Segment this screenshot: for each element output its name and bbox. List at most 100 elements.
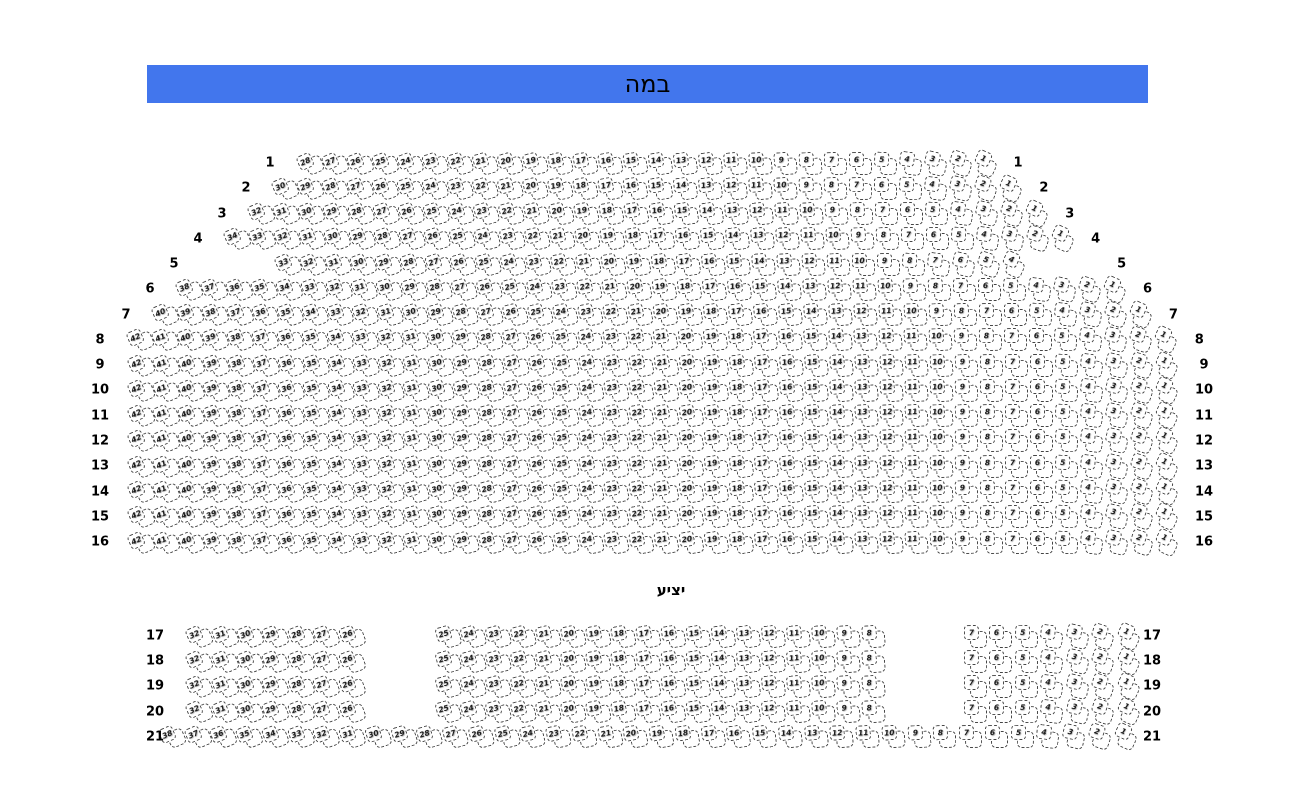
seat[interactable]: 14: [777, 724, 803, 749]
seat[interactable]: 15: [751, 277, 778, 303]
seat[interactable]: 39: [200, 325, 231, 355]
seat[interactable]: 22: [627, 453, 655, 480]
seat[interactable]: 3: [1102, 376, 1130, 405]
seat[interactable]: 31: [271, 198, 302, 228]
seat[interactable]: 16: [778, 479, 804, 505]
seat[interactable]: 13: [735, 699, 761, 725]
seat[interactable]: 21: [574, 250, 603, 277]
seat[interactable]: 14: [672, 175, 699, 201]
seat[interactable]: 10: [877, 277, 902, 302]
seat[interactable]: 8: [979, 328, 1003, 352]
seat[interactable]: 35: [301, 350, 331, 379]
seat[interactable]: 8: [953, 303, 977, 327]
seat[interactable]: 37: [251, 376, 281, 406]
seat[interactable]: 13: [671, 150, 699, 176]
seat[interactable]: 38: [200, 300, 231, 330]
seat[interactable]: 11: [903, 505, 929, 529]
seat[interactable]: 41: [150, 426, 182, 456]
seat[interactable]: 9: [906, 725, 932, 749]
seat[interactable]: 1: [1113, 646, 1143, 677]
seat[interactable]: 38: [174, 274, 205, 304]
seat[interactable]: 36: [250, 300, 280, 330]
seat[interactable]: 7: [978, 303, 1002, 327]
seat[interactable]: 41: [150, 375, 182, 405]
seat[interactable]: 20: [677, 352, 705, 379]
seat[interactable]: 39: [201, 426, 231, 456]
seat[interactable]: 23: [483, 697, 513, 725]
seat[interactable]: 6: [1029, 454, 1053, 478]
seat[interactable]: 8: [979, 530, 1003, 554]
seat[interactable]: 37: [251, 477, 281, 507]
seat[interactable]: 2: [1126, 527, 1155, 557]
seat[interactable]: 26: [337, 672, 367, 701]
seat[interactable]: 16: [659, 623, 687, 650]
seat[interactable]: 10: [799, 201, 824, 226]
seat[interactable]: 28: [415, 722, 445, 751]
seat[interactable]: 32: [350, 300, 380, 329]
seat[interactable]: 25: [433, 697, 463, 726]
seat[interactable]: 16: [659, 698, 687, 725]
seat[interactable]: 16: [674, 226, 701, 252]
seat[interactable]: 20: [677, 453, 705, 480]
seat[interactable]: 29: [295, 173, 326, 203]
seat[interactable]: 19: [702, 403, 730, 429]
seat[interactable]: 7: [1004, 454, 1028, 478]
seat[interactable]: 17: [571, 149, 599, 176]
seat[interactable]: 35: [301, 401, 331, 430]
seat[interactable]: 41: [150, 401, 182, 431]
seat[interactable]: 7: [963, 624, 987, 648]
seat[interactable]: 27: [345, 173, 376, 203]
seat[interactable]: 22: [508, 672, 538, 700]
seat[interactable]: 1: [1151, 349, 1181, 381]
seat[interactable]: 39: [201, 375, 231, 405]
seat[interactable]: 12: [697, 150, 723, 176]
seat[interactable]: 24: [421, 174, 451, 203]
seat[interactable]: 11: [785, 623, 811, 649]
seat[interactable]: 22: [471, 174, 501, 203]
seat[interactable]: 8: [979, 454, 1003, 478]
seat[interactable]: 26: [337, 647, 367, 676]
seat[interactable]: 7: [900, 227, 925, 251]
seat[interactable]: 10: [902, 302, 928, 327]
seat[interactable]: 36: [276, 502, 306, 532]
seat[interactable]: 31: [297, 224, 328, 254]
seat[interactable]: 34: [222, 224, 253, 254]
seat[interactable]: 25: [552, 478, 580, 506]
seat[interactable]: 30: [270, 173, 302, 203]
seat[interactable]: 29: [451, 351, 481, 379]
seat[interactable]: 18: [609, 698, 637, 725]
seat[interactable]: 21: [548, 225, 577, 253]
seat[interactable]: 24: [577, 453, 605, 480]
seat[interactable]: 30: [426, 401, 456, 429]
seat[interactable]: 11: [903, 328, 929, 352]
seat[interactable]: 23: [483, 672, 513, 700]
seat[interactable]: 20: [599, 251, 627, 278]
seat[interactable]: 6: [925, 227, 950, 251]
seat[interactable]: 26: [527, 528, 555, 556]
seat[interactable]: 13: [853, 429, 879, 454]
seat[interactable]: 29: [260, 621, 291, 651]
seat[interactable]: 14: [828, 378, 854, 403]
seat[interactable]: 6: [988, 624, 1013, 648]
seat[interactable]: 4: [1026, 276, 1052, 303]
seat[interactable]: 24: [577, 528, 605, 555]
seat[interactable]: 42: [125, 426, 157, 456]
seat[interactable]: 22: [627, 478, 655, 505]
seat[interactable]: 5: [950, 226, 975, 251]
seat[interactable]: 20: [521, 174, 550, 202]
seat[interactable]: 33: [351, 502, 381, 531]
seat[interactable]: 1: [1113, 696, 1143, 727]
seat[interactable]: 9: [928, 302, 953, 327]
seat[interactable]: 6: [1029, 404, 1053, 428]
seat[interactable]: 2: [1075, 274, 1104, 304]
seat[interactable]: 24: [458, 622, 488, 650]
seat[interactable]: 24: [577, 377, 605, 404]
seat[interactable]: 24: [577, 503, 605, 530]
seat[interactable]: 11: [748, 176, 774, 201]
seat[interactable]: 22: [601, 301, 629, 328]
seat[interactable]: 13: [853, 454, 879, 479]
seat[interactable]: 34: [326, 527, 356, 556]
seat[interactable]: 2: [1023, 224, 1052, 254]
seat[interactable]: 10: [928, 353, 954, 377]
seat[interactable]: 20: [677, 428, 705, 455]
